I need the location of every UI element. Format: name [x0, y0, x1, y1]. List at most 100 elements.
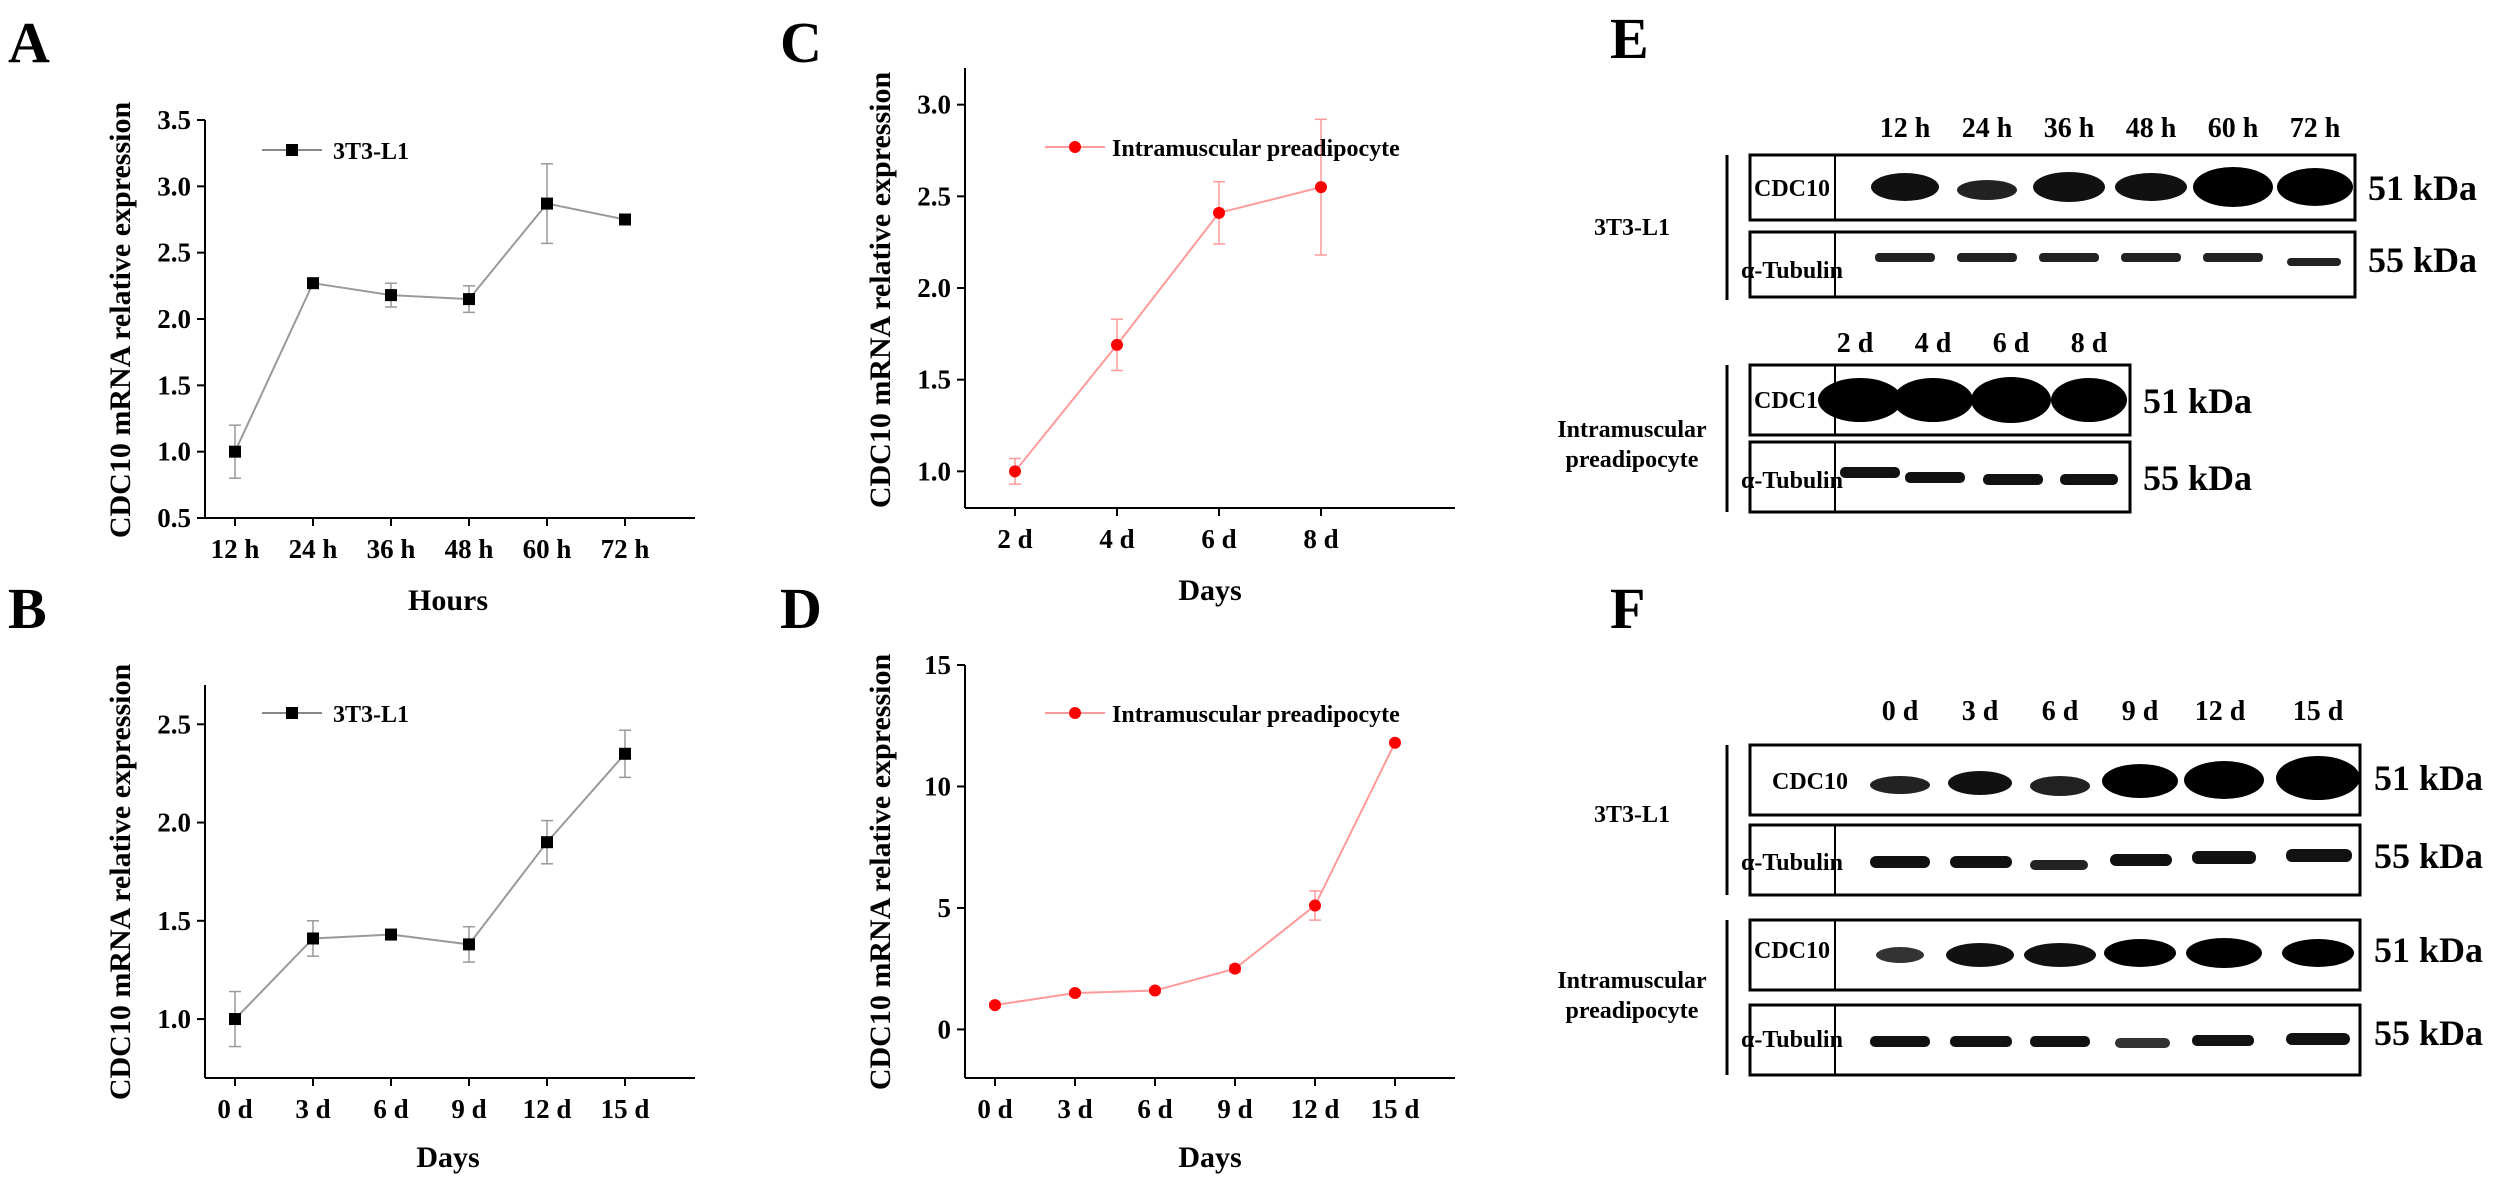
band	[2286, 1033, 2350, 1045]
x-tick-label: 6 d	[1137, 1094, 1172, 1124]
y-tick-label: 1.0	[917, 456, 951, 486]
lane-label: 36 h	[2044, 113, 2095, 144]
lane-label: 2 d	[1837, 328, 1874, 359]
lane-labels-e1: 12 h 24 h 36 h 48 h 60 h 72 h	[1880, 113, 2341, 144]
x-tick-label: 72 h	[601, 534, 650, 564]
data-point	[463, 938, 475, 951]
chart-panel-d: D 0 5 10 15 0 d 3 d 6 d 9 d 12 d 15 d Intramuscul…	[780, 576, 1455, 1174]
series-line	[234, 202, 626, 453]
x-tick-label: 12 h	[211, 534, 260, 564]
control-label: α-Tubulin	[1741, 1027, 1843, 1053]
legend-d: Intramuscular preadipocyte	[1045, 702, 1400, 728]
band	[2282, 939, 2354, 967]
blot-strip-e1-tubulin	[1748, 230, 2357, 299]
legend-marker-b	[286, 707, 298, 719]
x-tick-label: 9 d	[451, 1094, 486, 1124]
y-tick-label: 2.0	[157, 808, 191, 838]
bands-e1-tubulin	[1875, 253, 2341, 266]
band	[2286, 849, 2352, 862]
lane-label: 24 h	[1962, 113, 2013, 144]
y-tick-label: 3.0	[917, 90, 951, 120]
band	[1971, 377, 2051, 423]
panel-letter-c: C	[780, 10, 822, 75]
band	[1983, 474, 2043, 485]
chart-panel-b: B 1.0 1.5 2.0 2.5 0 d 3 d 6 d 9 d 12 d 15 d 3T3-L…	[8, 576, 695, 1174]
band	[1870, 856, 1930, 868]
band	[2184, 761, 2264, 799]
data-point	[1069, 986, 1081, 999]
lane-label: 3 d	[1962, 696, 1999, 727]
data-point	[307, 277, 319, 290]
x-tick-label: 24 h	[289, 534, 338, 564]
band	[2030, 776, 2090, 796]
band	[1905, 472, 1965, 483]
data-point	[1389, 736, 1401, 749]
data-marks-d	[989, 736, 1401, 1012]
kda-label: 55 kDa	[2374, 1013, 2483, 1053]
band	[1818, 378, 1902, 422]
band	[1840, 467, 1900, 478]
x-axis-title-b: Days	[416, 1141, 479, 1174]
band	[2030, 860, 2088, 870]
x-tick-label: 3 d	[295, 1094, 330, 1124]
band	[2104, 939, 2176, 967]
lane-label: 0 d	[1882, 696, 1919, 727]
x-axis-title-d: Days	[1178, 1141, 1241, 1174]
protein-label: CDC10	[1754, 176, 1830, 202]
legend-marker-d	[1069, 707, 1081, 719]
y-tick-label: 2.0	[157, 304, 191, 334]
x-tick-label: 6 d	[373, 1094, 408, 1124]
panel-letter-a: A	[8, 10, 50, 75]
lane-label: 9 d	[2122, 696, 2159, 727]
band	[2115, 1038, 2170, 1048]
band	[1870, 1036, 1930, 1047]
band	[2033, 172, 2105, 202]
data-marks-a	[229, 163, 631, 479]
bands-f1-cdc10	[1870, 756, 2360, 800]
band	[1893, 378, 1973, 422]
y-tick-label: 0.5	[157, 503, 191, 533]
lane-label: 6 d	[1993, 328, 2030, 359]
band	[2193, 167, 2273, 207]
lane-labels-e2: 2 d 4 d 6 d 8 d	[1837, 328, 2108, 359]
band	[1950, 856, 2012, 868]
data-point	[307, 932, 319, 945]
chart-panel-c: C 1.0 1.5 2.0 2.5 3.0 2 d 4 d 6 d 8 d Intramuscu…	[780, 10, 1455, 607]
band	[2115, 173, 2187, 201]
x-tick-label: 15 d	[601, 1094, 650, 1124]
kda-label: 55 kDa	[2374, 836, 2483, 876]
kda-label: 51 kDa	[2368, 168, 2477, 208]
y-tick-label: 15	[924, 650, 951, 680]
band	[2024, 943, 2096, 967]
data-marks-b	[229, 729, 631, 1048]
band	[2276, 756, 2360, 800]
x-tick-label: 0 d	[217, 1094, 252, 1124]
data-point	[1111, 338, 1123, 351]
y-tick-label: 3.5	[157, 105, 191, 135]
panel-letter-b: B	[8, 576, 47, 641]
legend-b: 3T3-L1	[262, 702, 409, 728]
cell-label-e2-line1: Intramuscular	[1557, 417, 1707, 443]
data-point	[1149, 984, 1161, 997]
band	[2051, 378, 2127, 422]
x-tick-label: 12 d	[1291, 1094, 1340, 1124]
lane-label: 6 d	[2042, 696, 2079, 727]
control-label: α-Tubulin	[1741, 468, 1843, 494]
band	[1870, 776, 1930, 794]
band	[1876, 947, 1924, 963]
kda-label: 51 kDa	[2143, 381, 2252, 421]
y-axis-title-b: CDC10 mRNA relative expression	[104, 664, 137, 1101]
legend-label-d: Intramuscular preadipocyte	[1112, 702, 1400, 728]
x-tick-label: 36 h	[367, 534, 416, 564]
band	[1946, 943, 2014, 967]
y-tick-label: 10	[924, 771, 951, 801]
band	[2110, 854, 2172, 866]
protein-label: CDC10	[1754, 388, 1830, 414]
lane-label: 60 h	[2208, 113, 2259, 144]
y-tick-label: 2.5	[917, 181, 951, 211]
y-tick-label: 2.5	[157, 238, 191, 268]
data-point	[1309, 899, 1321, 912]
data-point	[541, 836, 553, 849]
cell-label-e1: 3T3-L1	[1594, 215, 1670, 241]
y-tick-label: 1.5	[917, 365, 951, 395]
